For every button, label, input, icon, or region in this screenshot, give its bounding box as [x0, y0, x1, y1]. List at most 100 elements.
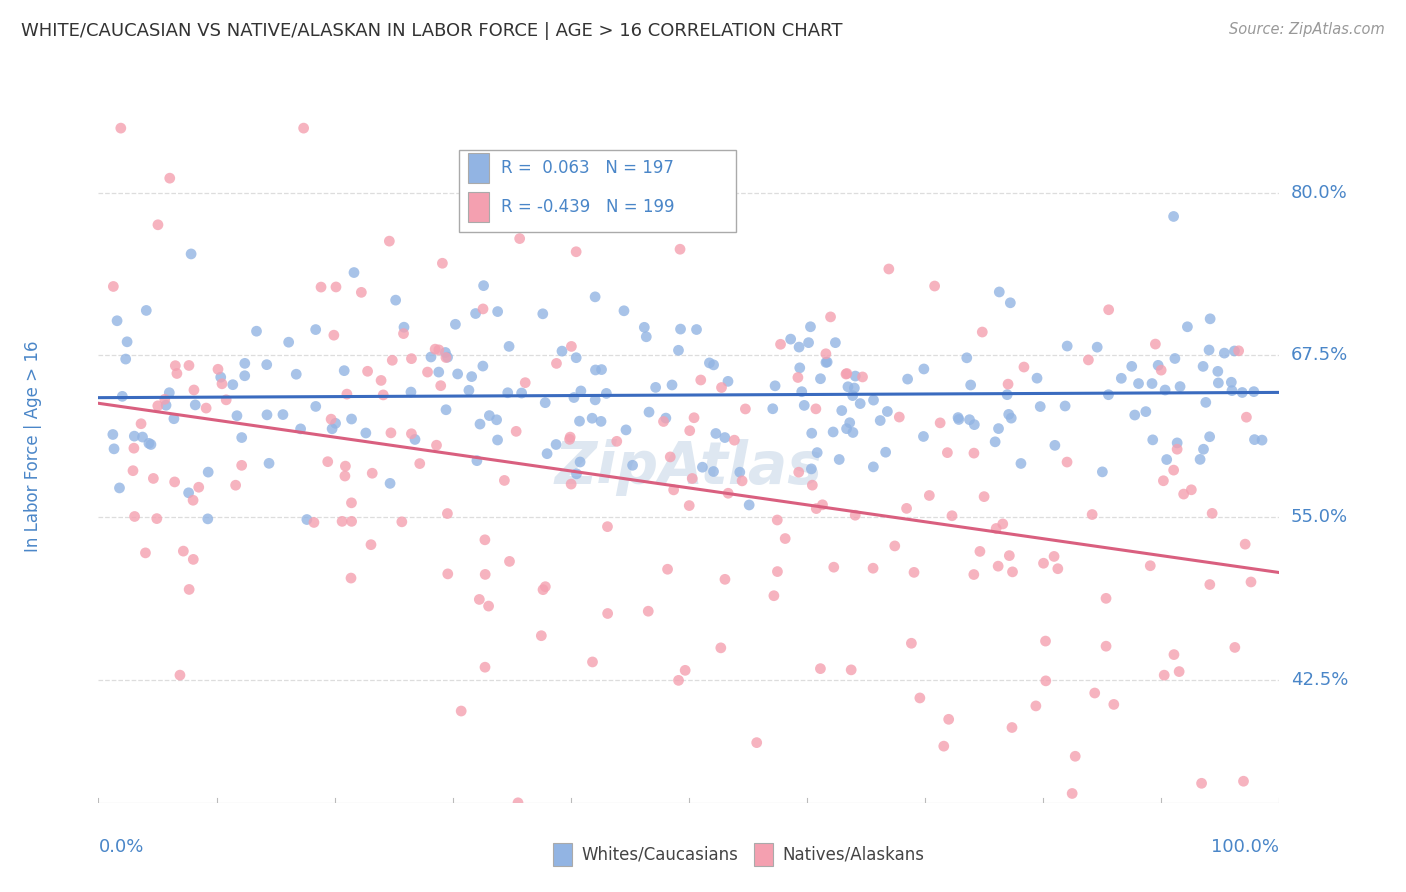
- Point: [946, 410, 969, 425]
- Point: [731, 474, 754, 488]
- Point: [142, 471, 165, 485]
- Point: [804, 401, 827, 416]
- Point: [468, 592, 491, 607]
- Point: [1152, 474, 1174, 488]
- Point: [835, 367, 858, 381]
- Point: [613, 303, 636, 318]
- Point: [948, 412, 970, 426]
- Point: [181, 552, 204, 566]
- Point: [510, 386, 533, 401]
- Point: [416, 365, 439, 379]
- Point: [420, 350, 443, 364]
- Point: [321, 422, 343, 436]
- Point: [474, 567, 496, 582]
- Point: [1144, 337, 1167, 351]
- Point: [738, 498, 761, 512]
- Point: [1191, 776, 1213, 790]
- Point: [534, 580, 557, 594]
- Point: [810, 662, 832, 676]
- Point: [1220, 384, 1243, 398]
- Point: [998, 549, 1021, 563]
- Point: [1035, 673, 1057, 688]
- Point: [392, 326, 415, 341]
- Point: [679, 424, 702, 438]
- Point: [172, 544, 194, 558]
- Point: [1095, 639, 1118, 653]
- Point: [1026, 371, 1049, 385]
- Point: [464, 306, 486, 320]
- Point: [209, 370, 232, 384]
- Point: [181, 493, 204, 508]
- Point: [384, 293, 406, 307]
- Point: [1156, 452, 1178, 467]
- Point: [108, 481, 131, 495]
- Point: [662, 483, 685, 497]
- Point: [583, 392, 606, 407]
- Point: [122, 464, 145, 478]
- Point: [558, 433, 581, 447]
- Point: [245, 324, 267, 338]
- Point: [728, 465, 751, 479]
- Point: [1085, 340, 1108, 354]
- Point: [225, 478, 247, 492]
- Point: [903, 566, 925, 580]
- Point: [370, 373, 392, 387]
- Point: [271, 408, 294, 422]
- Bar: [468, 192, 489, 222]
- Point: [138, 436, 160, 450]
- Point: [1098, 302, 1121, 317]
- Point: [963, 417, 986, 432]
- Point: [991, 516, 1014, 531]
- Point: [1095, 591, 1118, 606]
- Point: [820, 310, 842, 324]
- Point: [534, 395, 557, 409]
- Point: [498, 339, 520, 353]
- Point: [986, 521, 1008, 535]
- Point: [101, 427, 124, 442]
- Point: [692, 460, 714, 475]
- Point: [1198, 343, 1220, 357]
- Point: [1001, 721, 1024, 735]
- Point: [336, 387, 359, 401]
- Point: [669, 322, 692, 336]
- Point: [1154, 383, 1177, 397]
- Point: [472, 301, 495, 316]
- Point: [1243, 384, 1265, 399]
- Point: [824, 335, 846, 350]
- Point: [734, 401, 756, 416]
- Point: [1234, 410, 1257, 425]
- Point: [823, 425, 845, 439]
- Point: [723, 433, 745, 447]
- Point: [862, 393, 884, 408]
- Point: [652, 415, 675, 429]
- Point: [335, 459, 357, 474]
- Point: [434, 402, 457, 417]
- Point: [1199, 311, 1222, 326]
- Point: [763, 379, 786, 393]
- Point: [146, 218, 169, 232]
- Text: 55.0%: 55.0%: [1291, 508, 1348, 526]
- Point: [897, 372, 920, 386]
- Point: [596, 519, 619, 533]
- Point: [531, 307, 554, 321]
- Point: [941, 508, 963, 523]
- Point: [659, 450, 682, 464]
- Point: [581, 655, 603, 669]
- Point: [290, 422, 312, 436]
- Point: [838, 416, 860, 430]
- Point: [122, 441, 145, 455]
- Point: [1081, 508, 1104, 522]
- Point: [987, 421, 1010, 435]
- Point: [340, 412, 363, 426]
- Point: [799, 319, 821, 334]
- Point: [1056, 339, 1078, 353]
- Point: [787, 340, 810, 354]
- Point: [681, 471, 703, 485]
- Point: [498, 554, 520, 568]
- Point: [1223, 640, 1246, 655]
- Point: [458, 384, 481, 398]
- Point: [835, 367, 858, 381]
- Point: [468, 417, 491, 431]
- Point: [959, 412, 981, 426]
- Point: [924, 279, 946, 293]
